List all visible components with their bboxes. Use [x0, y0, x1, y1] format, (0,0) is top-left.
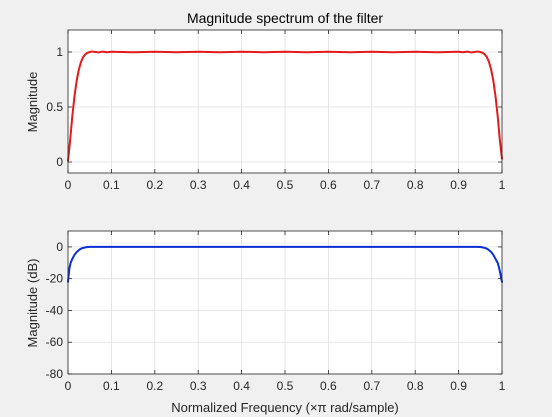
- x-tick-label: 0.4: [233, 178, 250, 192]
- x-tick-label: 0: [65, 379, 72, 393]
- series-line-0: [67, 245, 503, 283]
- x-tick-label: 0.1: [103, 178, 120, 192]
- plot-area: 0 0.1 0.2 0.3 0.4 0.5 0.6 0.7 0.8 0.9 1 0 0.5 1: [46, 29, 506, 192]
- x-tick-label: 0.7: [363, 379, 380, 393]
- y-tick-label: 0.5: [46, 100, 63, 114]
- series-line-0: [67, 50, 503, 162]
- y-tick-label: -40: [46, 303, 64, 317]
- x-tick-label: 0.6: [320, 178, 337, 192]
- x-tick-label: 0: [65, 178, 72, 192]
- y-tick-label: 0: [56, 240, 63, 254]
- x-tick-label: 0.9: [450, 178, 467, 192]
- y-tick-label: -60: [46, 335, 64, 349]
- x-tick-label: 0.7: [363, 178, 380, 192]
- x-tick-label: 0.3: [190, 178, 207, 192]
- x-tick-label: 0.3: [190, 379, 207, 393]
- x-tick-label: 0.9: [450, 379, 467, 393]
- x-tick-label: 0.8: [407, 178, 424, 192]
- y-axis-label-magnitude-db: Magnitude (dB): [25, 259, 40, 348]
- x-tick-label: 1: [499, 379, 506, 393]
- y-tick-label: -20: [46, 272, 64, 286]
- x-tick-label: 0.5: [277, 178, 294, 192]
- y-tick-label: 0: [56, 155, 63, 169]
- x-tick-label: 0.1: [103, 379, 120, 393]
- y-tick-label: -80: [46, 367, 64, 381]
- plot-title: Magnitude spectrum of the filter: [187, 10, 383, 26]
- x-tick-label: 1: [499, 178, 506, 192]
- x-tick-label: 0.2: [146, 178, 163, 192]
- x-tick-label: 0.8: [407, 379, 424, 393]
- x-tick-label: 0.5: [277, 379, 294, 393]
- y-axis-label-magnitude: Magnitude: [25, 72, 40, 133]
- x-axis-label-normalized-frequency: Normalized Frequency (×π rad/sample): [171, 400, 399, 415]
- y-tick-label: 1: [56, 45, 63, 59]
- magnitude-linear-axes: 0 0.1 0.2 0.3 0.4 0.5 0.6 0.7 0.8 0.9 1 0 0.5 1 Magni…: [25, 10, 506, 192]
- magnitude-db-axes: 0 0.1 0.2 0.3 0.4 0.5 0.6 0.7 0.8 0.9 1 -80 -60 -40 -2…: [25, 230, 506, 415]
- x-tick-label: 0.6: [320, 379, 337, 393]
- x-tick-label: 0.2: [146, 379, 163, 393]
- plot-area: 0 0.1 0.2 0.3 0.4 0.5 0.6 0.7 0.8 0.9 1 -80 -60 -40 -2…: [46, 230, 506, 393]
- x-tick-label: 0.4: [233, 379, 250, 393]
